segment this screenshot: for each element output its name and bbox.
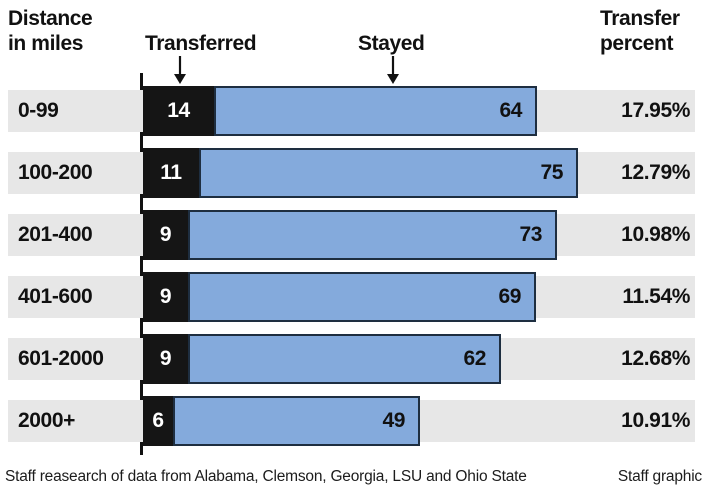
chart-row: 2000+ 6 49 10.91% [0, 396, 710, 446]
stayed-down-arrow-icon [387, 56, 399, 84]
transferred-series-label: Transferred [145, 32, 257, 55]
transferred-bar: 9 [143, 272, 188, 322]
transfer-percent-value: 11.54% [622, 285, 690, 308]
distance-category-label: 401-600 [18, 285, 93, 308]
transfer-percent-value: 10.98% [621, 223, 690, 246]
transferred-value: 11 [160, 161, 182, 184]
stayed-bar: 62 [188, 334, 501, 384]
transferred-value: 6 [152, 409, 164, 432]
chart-row: 401-600 9 69 11.54% [0, 272, 710, 322]
chart-row: 201-400 9 73 10.98% [0, 210, 710, 260]
stayed-bar: 75 [199, 148, 578, 198]
transferred-bar: 9 [143, 334, 188, 384]
stayed-value: 73 [519, 223, 542, 246]
distance-category-label: 201-400 [18, 223, 93, 246]
stayed-bar: 69 [188, 272, 536, 322]
transfer-percent-value: 12.79% [621, 161, 690, 184]
stayed-value: 75 [540, 161, 563, 184]
transferred-value: 9 [159, 347, 172, 370]
stayed-value: 62 [463, 347, 486, 370]
transfer-percent-value: 12.68% [621, 347, 690, 370]
distance-category-label: 100-200 [18, 161, 93, 184]
stayed-bar: 73 [188, 210, 557, 260]
source-note: Staff reasearch of data from Alabama, Cl… [5, 468, 527, 485]
credit-note: Staff graphic [617, 468, 702, 485]
transferred-bar: 11 [143, 148, 199, 198]
transferred-value: 9 [159, 223, 172, 246]
transferred-bar: 14 [143, 86, 214, 136]
chart-row: 100-200 11 75 12.79% [0, 148, 710, 198]
transferred-bar: 6 [143, 396, 173, 446]
chart-row: 0-99 14 64 17.95% [0, 86, 710, 136]
transferred-value: 14 [167, 99, 190, 122]
distance-category-label: 2000+ [18, 409, 75, 432]
stayed-value: 64 [499, 99, 522, 122]
transferred-down-arrow-icon [174, 56, 186, 84]
stayed-series-label: Stayed [358, 32, 425, 55]
baseline-axis [140, 73, 143, 455]
chart-row: 601-2000 9 62 12.68% [0, 334, 710, 384]
distance-category-label: 0-99 [18, 99, 59, 122]
transfer-percent-column-header: Transfer percent [600, 7, 680, 55]
transfer-percent-value: 10.91% [621, 409, 690, 432]
distance-category-label: 601-2000 [18, 347, 104, 370]
stayed-value: 69 [498, 285, 521, 308]
stayed-bar: 49 [173, 396, 420, 446]
transferred-value: 9 [159, 285, 172, 308]
stayed-bar: 64 [214, 86, 537, 136]
transfer-percent-value: 17.95% [621, 99, 690, 122]
distance-column-header: Distance in miles [8, 7, 93, 55]
transferred-bar: 9 [143, 210, 188, 260]
stayed-value: 49 [382, 409, 405, 432]
